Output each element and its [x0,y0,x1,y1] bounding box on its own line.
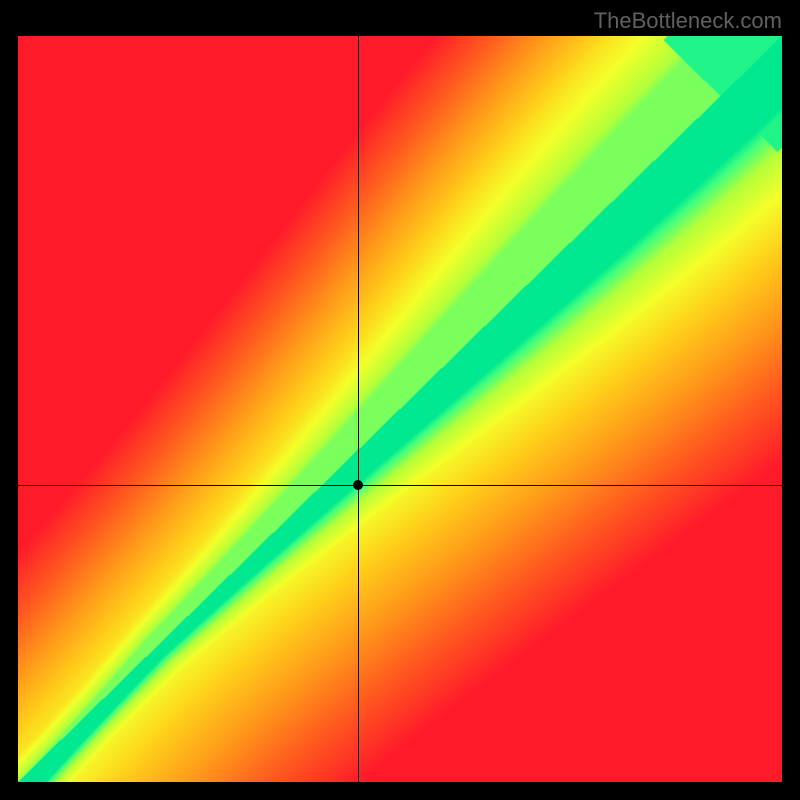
crosshair-marker [348,475,368,495]
chart-container: { "watermark": "TheBottleneck.com", "can… [0,0,800,800]
crosshair-vertical [358,36,359,782]
watermark-text: TheBottleneck.com [594,8,782,34]
heatmap-canvas [18,36,782,782]
crosshair-horizontal [18,485,782,486]
